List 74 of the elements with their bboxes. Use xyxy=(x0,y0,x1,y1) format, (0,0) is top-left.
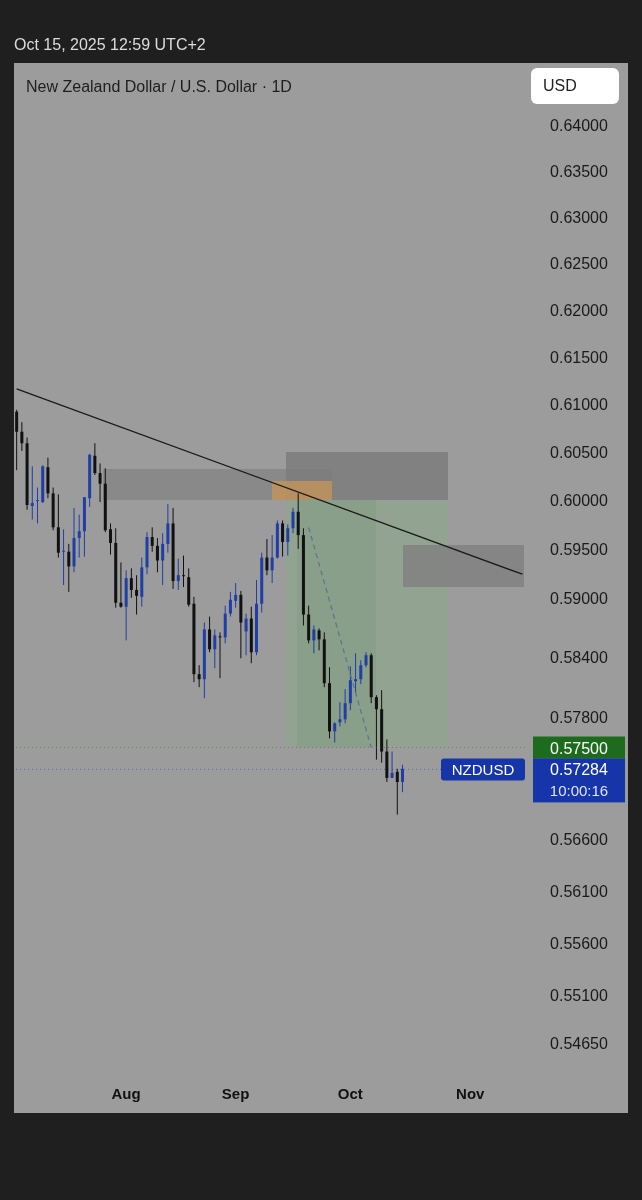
candlestick xyxy=(359,659,363,685)
candlestick xyxy=(62,528,66,586)
y-tick-label: 0.55600 xyxy=(550,934,609,952)
candlestick xyxy=(244,613,248,656)
candlestick xyxy=(296,492,300,550)
x-tick-label: Oct xyxy=(337,1084,363,1102)
ref-line-label: NZDUSD xyxy=(451,761,515,779)
y-tick-label: 0.59500 xyxy=(550,540,609,558)
y-tick-label: 0.62000 xyxy=(550,301,609,319)
candlestick xyxy=(129,567,133,599)
candlestick xyxy=(270,534,274,584)
y-tick-label: 0.64000 xyxy=(550,117,609,134)
y-tick-label: 0.60500 xyxy=(550,443,609,461)
candlestick xyxy=(291,507,295,534)
candlestick xyxy=(67,543,71,593)
candlestick xyxy=(228,591,232,618)
candlestick xyxy=(119,561,123,609)
candlestick xyxy=(20,421,24,452)
candlestick xyxy=(354,652,358,694)
candlestick xyxy=(390,751,394,779)
x-tick-label: Nov xyxy=(456,1084,486,1102)
candlestick xyxy=(317,627,321,651)
text: USD xyxy=(531,68,619,104)
y-tick-label: 0.63500 xyxy=(550,162,609,180)
y-tick-label: 0.60000 xyxy=(550,492,609,510)
candlestick xyxy=(155,537,159,573)
y-tick-label: 0.57800 xyxy=(550,709,609,727)
candlestick xyxy=(77,514,81,559)
candlestick xyxy=(281,520,285,558)
candlestick xyxy=(208,616,212,653)
candlestick xyxy=(218,631,222,679)
candlestick xyxy=(166,503,170,554)
candlestick xyxy=(234,582,238,609)
y-tick-label: 0.57284 xyxy=(550,761,609,779)
y-tick-label: 0.54650 xyxy=(550,1035,609,1052)
candlestick xyxy=(182,555,185,588)
candlestick xyxy=(223,605,227,644)
candlestick xyxy=(286,523,290,557)
candlestick xyxy=(348,665,352,711)
text: Oct 15, 2025 12:59 UTC+2 xyxy=(14,36,206,54)
candlestick xyxy=(213,628,217,669)
candlestick xyxy=(333,721,337,743)
candlestick xyxy=(93,442,97,476)
candlestick xyxy=(197,664,201,688)
candlestick xyxy=(338,701,342,727)
candlestick xyxy=(343,688,347,724)
y-tick-label: 0.56600 xyxy=(550,831,609,849)
candlestick xyxy=(150,526,154,553)
candlestick xyxy=(265,538,269,576)
y-tick-label: 0.62500 xyxy=(550,254,609,272)
candlestick xyxy=(161,532,165,586)
y-tick-label: 0.57500 xyxy=(550,739,609,757)
candlestick xyxy=(30,465,34,521)
text: 10:00:16 xyxy=(549,782,609,800)
y-tick-label: 0.63000 xyxy=(550,208,609,226)
y-tick-label: 0.61000 xyxy=(550,396,609,414)
candlestick xyxy=(98,462,102,503)
y-tick-label: 0.59000 xyxy=(550,589,609,607)
candlestick xyxy=(109,522,112,556)
candlestick xyxy=(395,768,399,816)
y-tick-label: 0.58400 xyxy=(550,649,609,667)
y-tick-label: 0.55100 xyxy=(550,987,609,1005)
chart-title: New Zealand Dollar / U.S. Dollar · 1D xyxy=(26,78,292,96)
candlestick xyxy=(15,409,19,471)
candlestick xyxy=(312,624,316,654)
y-tick-label: 0.61500 xyxy=(550,348,609,366)
y-tick-label: 0.56100 xyxy=(550,882,609,900)
candlestick xyxy=(36,487,39,524)
candlestick xyxy=(176,558,180,591)
x-tick-label: Aug xyxy=(111,1084,141,1102)
candlestick xyxy=(135,574,139,616)
candlestick xyxy=(401,764,404,793)
x-tick-label: Sep xyxy=(221,1084,250,1102)
candlestick xyxy=(374,694,378,761)
